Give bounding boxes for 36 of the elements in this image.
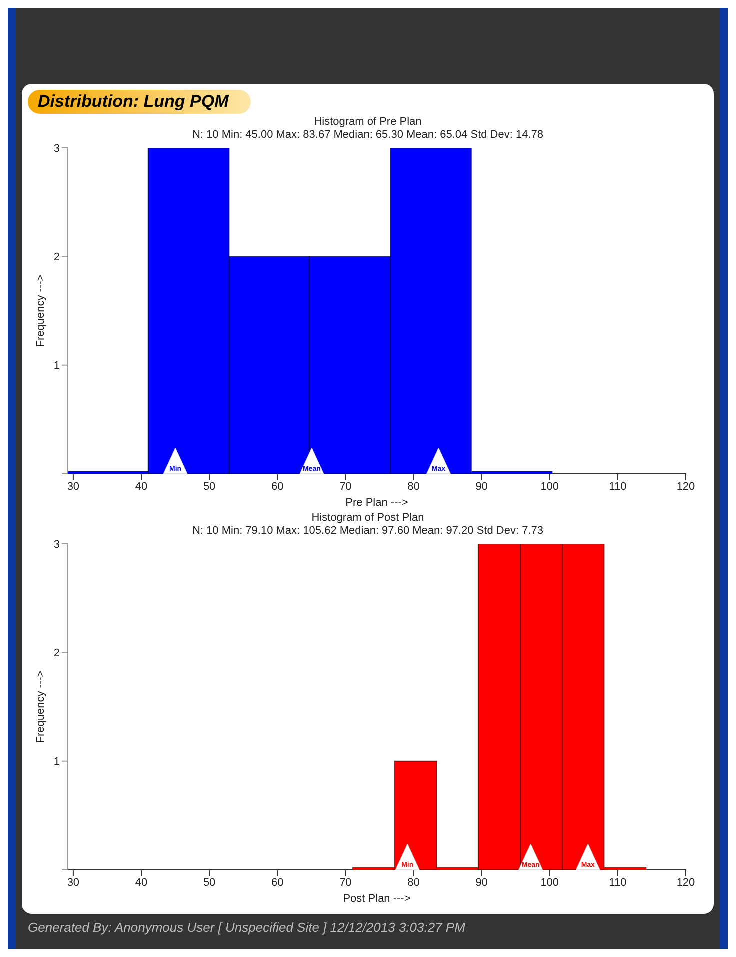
x-tick-label: 40: [135, 876, 148, 889]
y-tick-label: 3: [54, 142, 60, 155]
x-tick-label: 90: [476, 480, 488, 493]
x-axis-title: Post Plan --->: [343, 893, 411, 905]
y-tick-label: 3: [54, 538, 60, 551]
x-tick-label: 60: [272, 876, 284, 889]
chart-title: Histogram of Pre Plan: [313, 116, 423, 129]
x-tick-label: 70: [340, 876, 352, 889]
text: Distribution: Lung PQM: [28, 90, 251, 114]
y-tick-label: 2: [54, 252, 60, 264]
x-tick-label: 50: [203, 480, 216, 493]
text: Generated By: Anonymous User [ Unspecified Site ] 12/12/2013 3:03:27 PM: [28, 920, 466, 935]
x-tick-label: 30: [67, 876, 80, 889]
chart-subtitle: N: 10 Min: 79.10 Max: 105.62 Median: 97.60 Mean: 97.20 Std Dev: 7.73: [192, 525, 544, 538]
chart-subtitle: N: 10 Min: 45.00 Max: 83.67 Median: 65.30 Mean: 65.04 Std Dev: 14.78: [192, 129, 544, 142]
x-tick-label: 100: [540, 480, 560, 493]
y-tick-label: 1: [54, 756, 60, 768]
x-tick-label: 80: [408, 480, 420, 493]
x-tick-label: 120: [676, 876, 696, 889]
x-tick-label: 30: [67, 480, 80, 493]
y-axis-title: Frequency --->: [34, 274, 47, 348]
x-tick-label: 90: [476, 876, 488, 889]
x-axis-title: Pre Plan --->: [346, 497, 408, 509]
x-tick-label: 80: [408, 876, 420, 889]
chart-title: Histogram of Post Plan: [310, 512, 426, 525]
x-tick-label: 120: [676, 480, 696, 493]
y-axis-title: Frequency --->: [34, 670, 47, 744]
x-tick-label: 100: [540, 876, 560, 889]
x-tick-label: 60: [272, 480, 284, 493]
y-tick-label: 2: [54, 648, 60, 660]
x-tick-label: 110: [609, 480, 627, 493]
x-tick-label: 70: [340, 480, 352, 493]
x-tick-label: 50: [203, 876, 216, 889]
x-tick-label: 110: [609, 876, 627, 889]
x-tick-label: 40: [135, 480, 148, 493]
y-tick-label: 1: [54, 360, 60, 372]
